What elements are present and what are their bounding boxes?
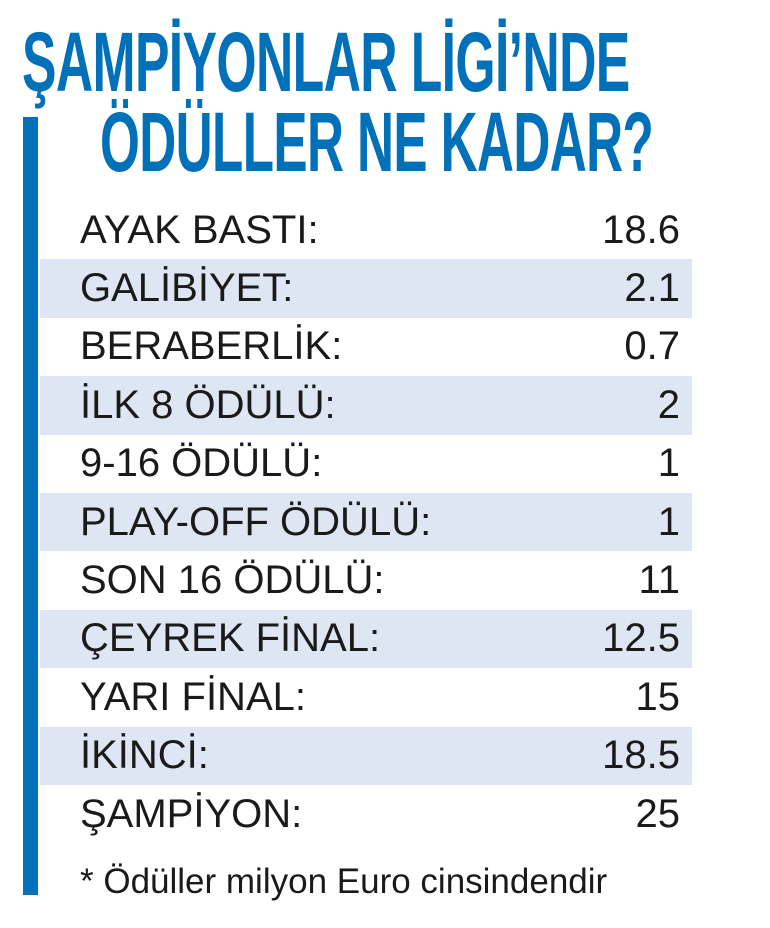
title-line-1: ŞAMPİYONLAR LİGİ’NDE bbox=[22, 15, 630, 109]
row-label: GALİBİYET: bbox=[80, 266, 294, 311]
row-label: PLAY-OFF ÖDÜLÜ: bbox=[80, 499, 432, 544]
row-label: 9-16 ÖDÜLÜ: bbox=[80, 441, 323, 486]
table-row: 9-16 ÖDÜLÜ: 1 bbox=[40, 435, 692, 493]
row-label: AYAK BASTI: bbox=[80, 207, 319, 252]
accent-bar bbox=[23, 117, 38, 895]
row-label: SON 16 ÖDÜLÜ: bbox=[80, 558, 385, 603]
table-row: İKİNCİ: 18.5 bbox=[40, 726, 692, 785]
row-label: BERABERLİK: bbox=[80, 324, 343, 369]
row-value: 12.5 bbox=[602, 616, 680, 661]
row-label: YARI FİNAL: bbox=[80, 674, 306, 719]
row-value: 25 bbox=[635, 791, 681, 836]
row-value: 1 bbox=[657, 499, 680, 544]
row-label: ŞAMPİYON: bbox=[80, 791, 303, 836]
table-row: SON 16 ÖDÜLÜ: 11 bbox=[40, 551, 692, 609]
row-value: 2.1 bbox=[624, 266, 680, 311]
footnote: * Ödüller milyon Euro cinsindendir bbox=[80, 862, 608, 901]
row-label: İLK 8 ÖDÜLÜ: bbox=[80, 382, 336, 427]
table-row: ŞAMPİYON: 25 bbox=[40, 785, 692, 843]
row-value: 1 bbox=[657, 441, 680, 486]
prize-table: AYAK BASTI: 18.6 GALİBİYET: 2.1 BERABERLİK… bbox=[40, 201, 692, 843]
row-value: 15 bbox=[635, 674, 681, 719]
table-row: PLAY-OFF ÖDÜLÜ: 1 bbox=[40, 492, 692, 552]
table-row: YARI FİNAL: 15 bbox=[40, 668, 692, 726]
row-value: 0.7 bbox=[624, 324, 680, 369]
table-row: BERABERLİK: 0.7 bbox=[40, 318, 692, 376]
title-line-2: ÖDÜLLER NE KADAR? bbox=[100, 95, 654, 189]
row-label: İKİNCİ: bbox=[80, 733, 209, 778]
row-label: ÇEYREK FİNAL: bbox=[80, 616, 381, 661]
row-value: 18.6 bbox=[602, 207, 680, 252]
row-value: 18.5 bbox=[602, 733, 680, 778]
table-row: GALİBİYET: 2.1 bbox=[40, 259, 692, 318]
table-row: İLK 8 ÖDÜLÜ: 2 bbox=[40, 376, 692, 435]
row-value: 2 bbox=[657, 382, 680, 427]
table-row: ÇEYREK FİNAL: 12.5 bbox=[40, 609, 692, 669]
table-row: AYAK BASTI: 18.6 bbox=[40, 201, 692, 259]
row-value: 11 bbox=[638, 558, 680, 603]
